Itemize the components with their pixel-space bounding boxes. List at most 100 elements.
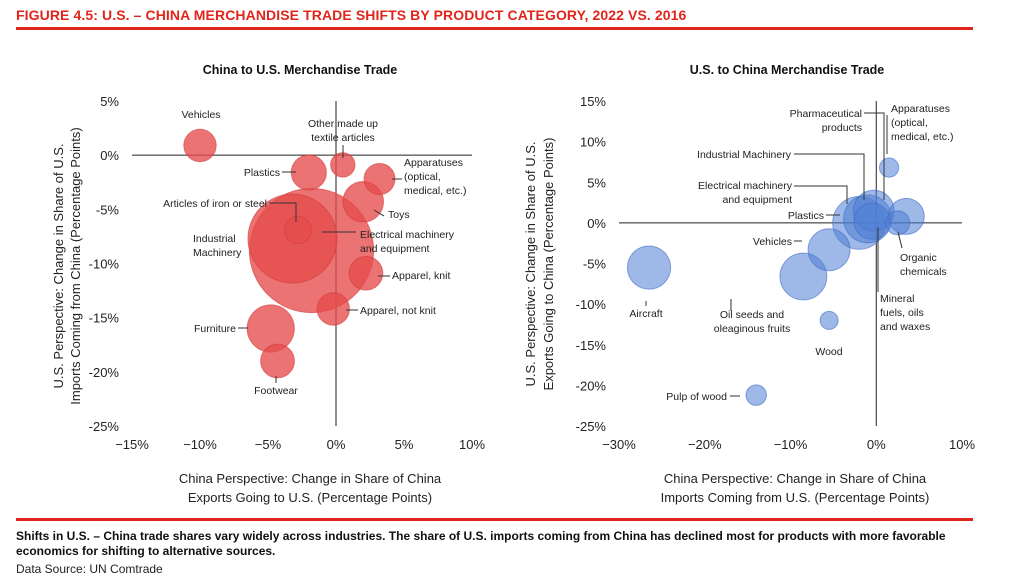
bubble-label-line: (optical, [404, 171, 441, 183]
bubble-label-footwear: Footwear [254, 385, 298, 397]
bubble-label-organic-chemicals: Organic chemicals [900, 252, 947, 278]
bubble-label-toys: Toys [388, 209, 410, 221]
bubble-label-vehicles: Vehicles [181, 109, 220, 121]
bubble-label-apparatuses-optical-medical-etc: Apparatuses (optical, medical, etc.) [891, 103, 953, 143]
bubble-label-pharmaceutical-products: Pharmaceutical products [790, 108, 862, 134]
bubble-label-line: Footwear [254, 385, 298, 397]
bubble-label-line: Vehicles [753, 236, 792, 248]
right-chart-title: U.S. to China Merchandise Trade [689, 63, 885, 77]
y-axis-title: U.S. Perspective: Change in Share of U.S… [51, 144, 66, 389]
bubble-label-line: Electrical machinery [360, 229, 455, 241]
bubble-label-other-made-up-textile-articles: Other made up textile articles [308, 118, 378, 144]
bubble-label-line: Articles of iron or steel [163, 198, 267, 210]
bubble-label-line: Industrial Machinery [697, 149, 792, 161]
x-tick-label: 10% [459, 437, 485, 452]
bubble-plastics [853, 202, 891, 240]
y-axis-title: Exports Going to China (Percentage Point… [541, 138, 556, 391]
x-tick-label: −30% [602, 437, 636, 452]
y-tick-label: 0% [100, 148, 119, 163]
x-tick-label: 0% [867, 437, 886, 452]
bubble-vehicles [807, 228, 851, 272]
y-tick-label: 5% [100, 94, 119, 109]
bubble-label-line: oleaginous fruits [714, 323, 790, 335]
bubble-label-line: and waxes [880, 321, 930, 333]
bubble-label-electrical-machinery-and-equipment: Electrical machinery and equipment [360, 229, 455, 255]
y-tick-label: -25% [89, 419, 120, 434]
y-axis-title: Imports Coming from China (Percentage Po… [68, 127, 83, 404]
takeaway-text: Shifts in U.S. – China trade shares vary… [16, 529, 946, 558]
bubble-label-line: Plastics [244, 167, 280, 179]
bubble-pulp-of-wood [745, 384, 767, 406]
bubble-label-apparel-knit: Apparel, knit [392, 270, 450, 282]
x-tick-label: −20% [688, 437, 722, 452]
right-bubble-chart: −30% −20% −10% 0% 10% 15% 10% 5% 0% -5% -10% -15% -2… [523, 94, 975, 505]
leader-line [794, 185, 848, 204]
top-rule [16, 27, 973, 30]
data-source: Data Source: UN Comtrade [16, 562, 163, 576]
y-axis-title: U.S. Perspective: Change in Share of U.S… [523, 142, 538, 387]
bubble-label-pulp-of-wood: Pulp of wood [666, 391, 727, 403]
bubble-label-line: Vehicles [181, 109, 220, 121]
bubble-footwear [260, 343, 295, 379]
x-axis-title: Imports Coming from U.S. (Percentage Poi… [661, 490, 930, 505]
bubble-label-line: medical, etc.) [404, 185, 466, 197]
bubble-apparatuses-optical-medical-etc [363, 163, 396, 195]
y-tick-label: 15% [580, 94, 606, 109]
bubble-apparatuses-optical-medical-etc [879, 157, 900, 178]
bubble-label-electrical-machinery-and-equipment: Electrical machinery and equipment [698, 180, 793, 206]
bubble-label-line: Apparel, not knit [360, 305, 436, 317]
bubble-label-line: Other made up [308, 118, 378, 130]
bubble-label-articles-of-iron-or-steel: Articles of iron or steel [163, 198, 267, 210]
bubble-apparel-knit [348, 255, 384, 291]
x-tick-label: −10% [774, 437, 808, 452]
y-tick-label: -20% [576, 378, 607, 393]
bubble-label-line: Machinery [193, 247, 242, 259]
x-tick-label: −5% [255, 437, 282, 452]
bubble-label-line: (optical, [891, 117, 928, 129]
bubble-plastics [290, 154, 327, 191]
bubble-label-industrial-machinery: Industrial Machinery [193, 233, 242, 259]
leader-line [373, 209, 385, 217]
bubble-label-apparatuses-optical-medical-etc: Apparatuses (optical, medical, etc.) [404, 157, 466, 197]
bubble-wood [819, 310, 839, 330]
bubble-label-line: products [822, 122, 862, 134]
y-tick-label: -20% [89, 365, 120, 380]
bubble-label-vehicles: Vehicles [753, 236, 792, 248]
bubble-label-line: Toys [388, 209, 410, 221]
bubble-aircraft [626, 245, 672, 290]
bubble-apparel-not-knit [316, 292, 350, 326]
left-bubble-chart: −15% −10% −5% 0% 5% 10% 5% 0% -5% -10% -15% -20% -25… [51, 94, 485, 505]
bubble-label-line: Mineral [880, 293, 914, 305]
x-axis-title: China Perspective: Change in Share of Ch… [664, 471, 927, 486]
y-tick-label: -15% [89, 311, 120, 326]
bubble-label-line: Pulp of wood [666, 391, 727, 403]
bubble-label-line: Organic [900, 252, 937, 264]
bubble-label-wood: Wood [815, 346, 842, 358]
bottom-rule [16, 518, 973, 521]
bubble-label-plastics: Plastics [244, 167, 280, 179]
bubble-label-line: Furniture [194, 323, 236, 335]
bubble-label-line: Oil seeds and [720, 309, 784, 321]
bubble-label-line: Apparel, knit [392, 270, 450, 282]
x-axis-title: China Perspective: Change in Share of Ch… [179, 471, 442, 486]
leader-line [897, 231, 903, 249]
bubble-label-line: Apparatuses [891, 103, 950, 115]
leader-line [864, 112, 885, 200]
y-tick-label: 0% [587, 216, 606, 231]
x-tick-label: 0% [327, 437, 346, 452]
x-tick-label: 10% [949, 437, 975, 452]
y-tick-label: 5% [587, 175, 606, 190]
y-tick-label: -10% [89, 257, 120, 272]
x-axis-title: Exports Going to U.S. (Percentage Points… [188, 490, 432, 505]
bubble-label-line: textile articles [311, 132, 375, 144]
bubble-label-line: medical, etc.) [891, 131, 953, 143]
bubble-label-line: Apparatuses [404, 157, 463, 169]
bubble-label-furniture: Furniture [194, 323, 236, 335]
bubble-articles-of-iron-or-steel [283, 215, 312, 244]
bubble-label-apparel-not-knit: Apparel, not knit [360, 305, 436, 317]
y-tick-label: -25% [576, 419, 607, 434]
bubble-mineral-fuels-oils-and-waxes [885, 210, 911, 236]
bubble-label-line: and equipment [723, 194, 793, 206]
bubble-label-line: Aircraft [629, 308, 662, 320]
